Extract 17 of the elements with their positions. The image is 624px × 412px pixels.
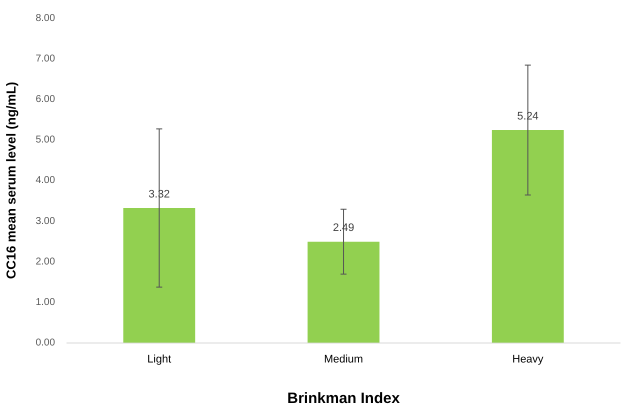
bar bbox=[492, 130, 564, 343]
y-tick-label: 2.00 bbox=[36, 256, 56, 268]
y-tick-label: 0.00 bbox=[36, 338, 56, 349]
x-tick-label: Medium bbox=[324, 353, 364, 366]
y-tick-label: 4.00 bbox=[36, 175, 56, 186]
x-tick-label: Heavy bbox=[512, 353, 544, 366]
y-tick-label: 8.00 bbox=[36, 12, 56, 24]
x-tick-label: Light bbox=[147, 353, 172, 366]
bar bbox=[123, 208, 196, 343]
y-tick-label: 5.00 bbox=[36, 134, 56, 146]
y-tick-label: 3.00 bbox=[36, 216, 56, 227]
x-axis-title: Brinkman Index bbox=[287, 390, 400, 408]
bar bbox=[308, 242, 380, 343]
y-tick-label: 1.00 bbox=[36, 296, 56, 308]
y-tick-label: 7.00 bbox=[36, 53, 56, 64]
y-tick-label: 6.00 bbox=[36, 94, 56, 105]
y-axis-title: CC16 mean serum level (ng/mL) bbox=[3, 82, 18, 280]
